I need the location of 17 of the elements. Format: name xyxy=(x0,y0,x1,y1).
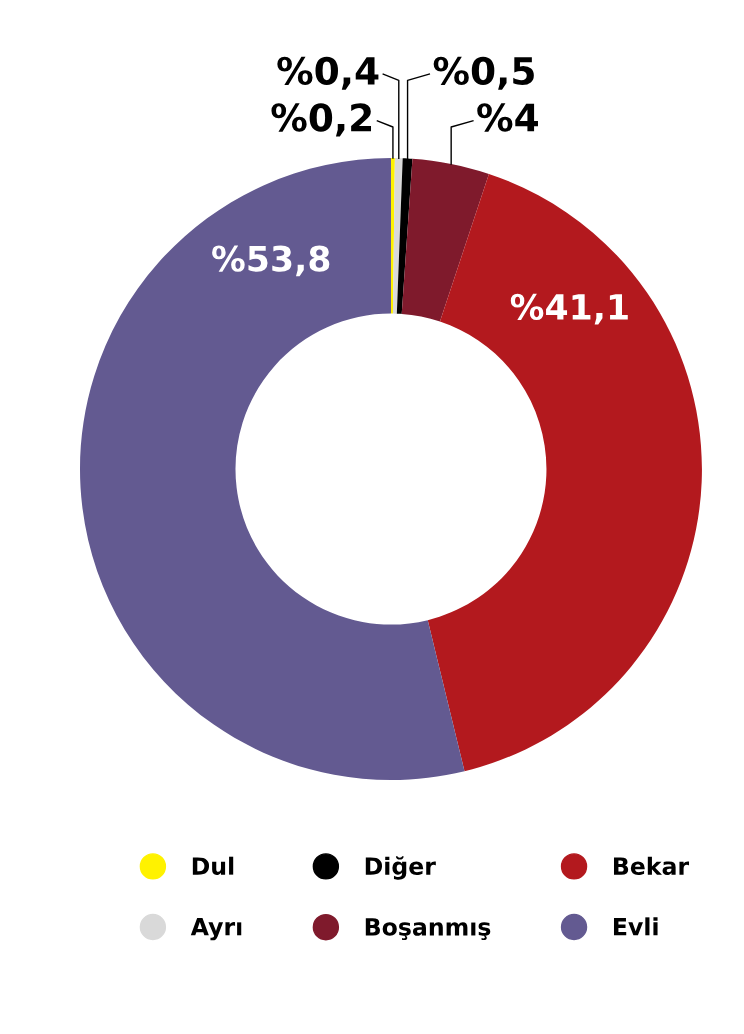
legend-label: Bekar xyxy=(613,856,690,875)
legend-label: Boşanmış xyxy=(365,918,491,941)
data-label: %4 xyxy=(477,103,538,132)
donut-slice xyxy=(80,158,465,781)
data-label: %41,1 xyxy=(510,293,628,325)
donut-slice xyxy=(401,158,489,322)
legend-label: Evli xyxy=(613,917,658,936)
legend-label: Diğer xyxy=(365,856,436,880)
data-label: %0,2 xyxy=(271,103,372,137)
legend-label: Dul xyxy=(192,856,234,875)
legend-label: Ayrı xyxy=(190,918,242,941)
donut-slice xyxy=(392,158,403,314)
donut-slice xyxy=(427,173,702,772)
donut-slice xyxy=(390,158,395,314)
data-label: %0,4 xyxy=(277,56,379,90)
data-label: %0,5 xyxy=(433,56,534,90)
data-label: %53,8 xyxy=(212,245,330,277)
